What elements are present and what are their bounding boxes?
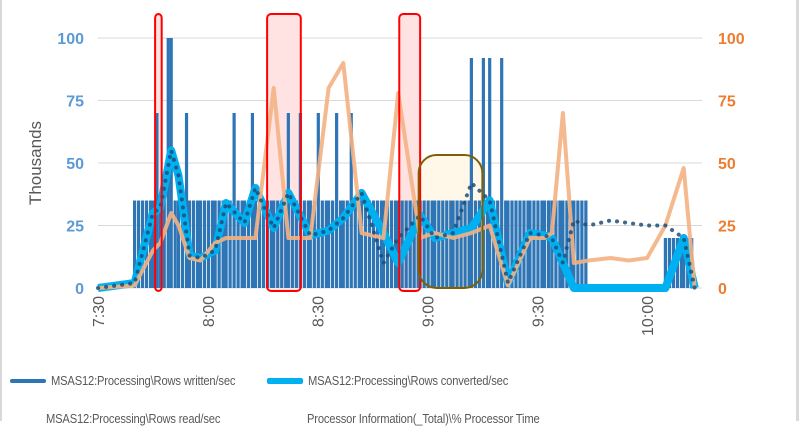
left-axis-tick: 100 bbox=[57, 31, 84, 48]
series-processor-time bbox=[97, 61, 697, 290]
series-rows-read bbox=[96, 149, 697, 290]
x-axis-tick: 7:30 bbox=[91, 296, 108, 327]
x-axis-tick: 9:00 bbox=[420, 296, 437, 327]
highlight-box-cpu-spike-2 bbox=[266, 13, 302, 292]
highlight-box-cpu-spike-1 bbox=[154, 13, 163, 292]
left-axis-tick: 75 bbox=[66, 94, 84, 111]
legend-item-rows-read[interactable]: MSAS12:Processing\Rows read/sec bbox=[46, 411, 249, 426]
right-axis-tick: 50 bbox=[718, 156, 736, 173]
x-axis-tick: 10:00 bbox=[640, 296, 657, 336]
x-axis-tick: 8:30 bbox=[311, 296, 328, 327]
legend-label: MSAS12:Processing\Rows read/sec bbox=[46, 411, 221, 426]
y-axis-title: Thousands bbox=[26, 121, 45, 205]
chart-plot-area: 0 0 25 25 50 50 75 75 100 100 Thousands 7:30 8:00 8:3… bbox=[26, 13, 745, 336]
left-axis-tick: 0 bbox=[75, 281, 84, 298]
highlight-box-idle-period bbox=[417, 154, 484, 289]
right-axis-tick: 0 bbox=[718, 281, 727, 298]
legend-item-rows-converted[interactable]: MSAS12:Processing\Rows converted/sec bbox=[267, 373, 541, 388]
highlight-box-cpu-spike-3 bbox=[398, 13, 422, 292]
legend-label: MSAS12:Processing\Rows written/sec bbox=[51, 373, 236, 388]
right-axis-tick: 75 bbox=[718, 94, 736, 111]
legend-label: MSAS12:Processing\Rows converted/sec bbox=[308, 373, 509, 388]
x-axis-tick: 8:00 bbox=[201, 296, 218, 327]
legend-item-rows-written[interactable]: MSAS12:Processing\Rows written/sec bbox=[10, 373, 265, 388]
legend-label: Processor Information(_Total)\% Processo… bbox=[307, 411, 540, 426]
x-axis-tick: 9:30 bbox=[530, 296, 547, 327]
legend-swatch-rows-converted bbox=[267, 377, 303, 384]
legend-swatch-rows-written bbox=[10, 378, 46, 383]
left-axis-tick: 50 bbox=[66, 156, 84, 173]
right-axis-tick: 25 bbox=[718, 219, 736, 236]
right-axis-tick: 100 bbox=[718, 31, 745, 48]
legend-item-processor-time[interactable]: Processor Information(_Total)\% Processo… bbox=[307, 411, 577, 426]
left-axis-tick: 25 bbox=[66, 219, 84, 236]
chart-legend: MSAS12:Processing\Rows written/sec MSAS1… bbox=[0, 365, 802, 426]
